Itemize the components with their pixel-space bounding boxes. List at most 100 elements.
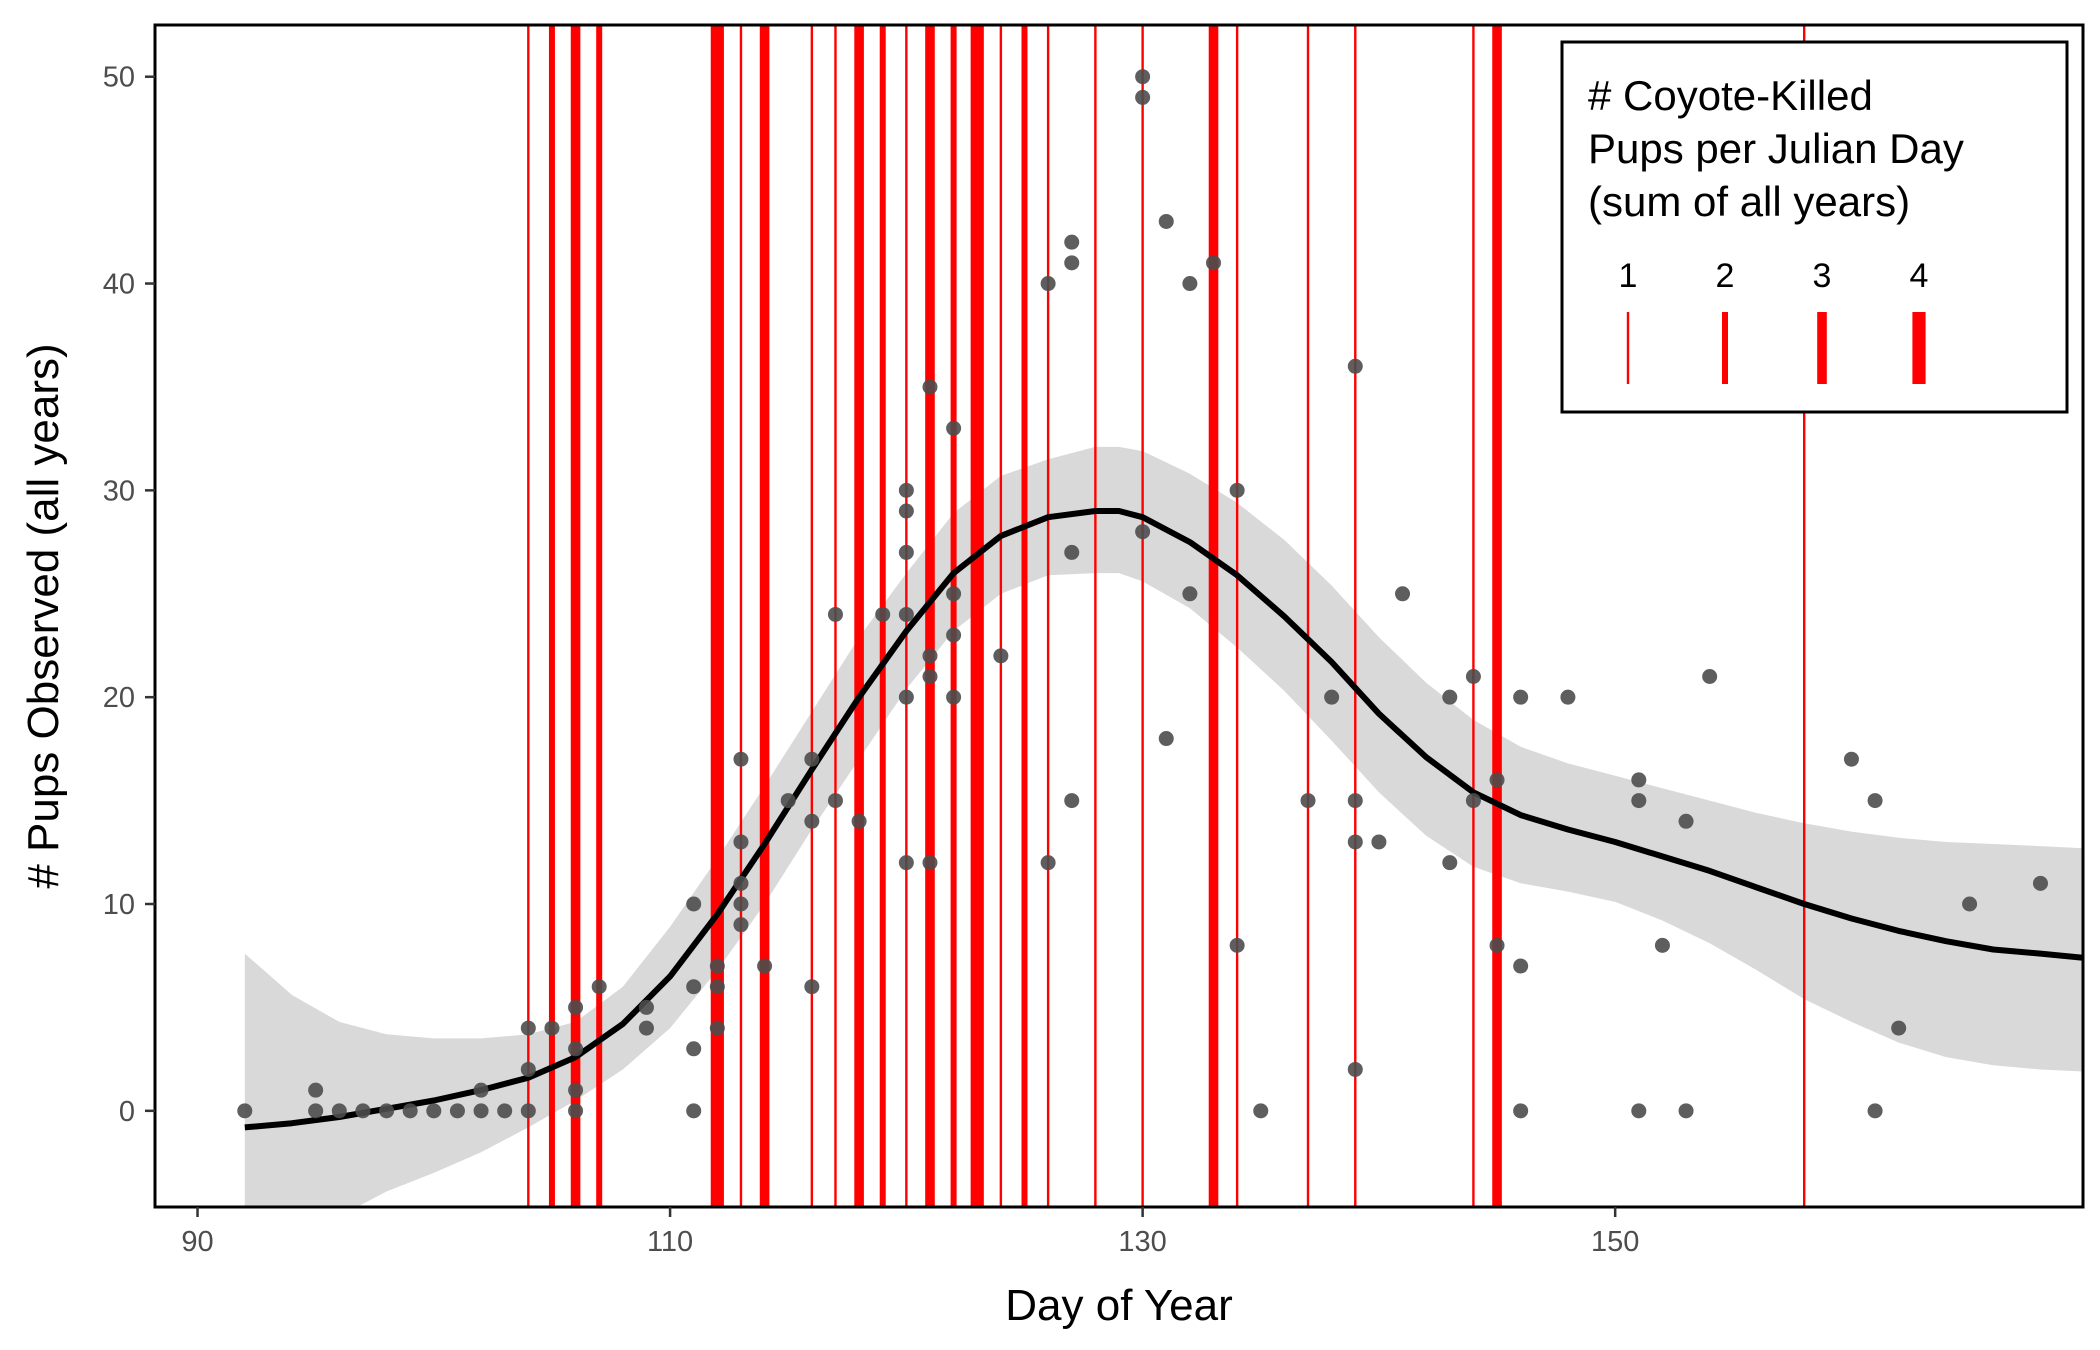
data-point <box>1513 1103 1529 1119</box>
data-point <box>898 606 914 622</box>
x-tick-label: 110 <box>647 1226 693 1258</box>
data-point <box>402 1103 418 1119</box>
data-point <box>922 668 938 684</box>
data-point <box>1631 793 1647 809</box>
data-point <box>1347 1061 1363 1077</box>
y-tick-label: 20 <box>103 682 135 714</box>
data-point <box>520 1103 536 1119</box>
y-axis-title: # Pups Observed (all years) <box>19 343 68 888</box>
data-point <box>1371 834 1387 850</box>
data-point <box>473 1082 489 1098</box>
data-point <box>520 1061 536 1077</box>
data-point <box>875 606 891 622</box>
data-point <box>1513 958 1529 974</box>
x-axis-title: Day of Year <box>1005 1281 1233 1330</box>
data-point <box>733 896 749 912</box>
data-point <box>733 834 749 850</box>
data-point <box>520 1020 536 1036</box>
confidence-band-layer <box>244 446 2083 1207</box>
data-point <box>1513 689 1529 705</box>
data-point <box>2032 875 2048 891</box>
data-point <box>946 627 962 643</box>
y-tick-label: 50 <box>103 62 135 94</box>
data-point <box>355 1103 371 1119</box>
data-point <box>733 917 749 933</box>
data-point <box>1891 1020 1907 1036</box>
data-point <box>1182 586 1198 602</box>
legend-key-label: 2 <box>1716 257 1735 295</box>
data-point <box>922 379 938 395</box>
data-point <box>757 958 773 974</box>
data-point <box>638 999 654 1015</box>
data-point <box>497 1103 513 1119</box>
data-point <box>898 689 914 705</box>
legend-key-label: 1 <box>1619 257 1638 295</box>
data-point <box>993 648 1009 664</box>
data-point <box>638 1020 654 1036</box>
data-point <box>1182 276 1198 292</box>
data-point <box>1489 937 1505 953</box>
data-point <box>827 606 843 622</box>
data-point <box>898 482 914 498</box>
x-tick-label: 90 <box>181 1226 213 1258</box>
data-point <box>922 648 938 664</box>
panel-border <box>153 23 2085 1209</box>
data-point <box>1229 937 1245 953</box>
data-point <box>1135 89 1151 105</box>
data-point <box>1465 793 1481 809</box>
data-point <box>1229 482 1245 498</box>
data-point <box>804 751 820 767</box>
data-point <box>237 1103 253 1119</box>
data-point <box>733 751 749 767</box>
data-point <box>1843 751 1859 767</box>
data-point <box>1064 234 1080 250</box>
data-point <box>568 1041 584 1057</box>
data-point <box>1489 772 1505 788</box>
data-point <box>1135 69 1151 85</box>
data-point <box>686 979 702 995</box>
data-point <box>1962 896 1978 912</box>
y-tick-label: 10 <box>103 889 135 921</box>
data-point <box>827 793 843 809</box>
x-tick-label: 150 <box>1591 1226 1639 1258</box>
data-point <box>568 1082 584 1098</box>
data-point <box>308 1103 324 1119</box>
legend-box <box>1560 40 2069 414</box>
legend-key-label: 3 <box>1813 257 1832 295</box>
data-point <box>473 1103 489 1119</box>
legend-title-line: # Coyote-Killed <box>1588 72 1873 119</box>
data-point <box>1654 937 1670 953</box>
data-point <box>331 1103 347 1119</box>
data-point <box>1135 524 1151 540</box>
legend-title-line: (sum of all years) <box>1588 178 1910 225</box>
data-point <box>1158 213 1174 229</box>
data-point <box>851 813 867 829</box>
data-point <box>379 1103 395 1119</box>
data-point <box>922 855 938 871</box>
data-point <box>804 979 820 995</box>
data-point <box>1206 255 1222 271</box>
data-point <box>1631 772 1647 788</box>
data-point <box>898 855 914 871</box>
y-tick-label: 30 <box>103 475 135 507</box>
legend-title-line: Pups per Julian Day <box>1588 125 1964 172</box>
y-tick-label: 0 <box>119 1096 135 1128</box>
data-point <box>568 999 584 1015</box>
data-point <box>1347 358 1363 374</box>
data-point <box>1040 855 1056 871</box>
data-point <box>1064 544 1080 560</box>
smooth-line <box>244 508 2083 1131</box>
x-tick-label: 130 <box>1118 1226 1166 1258</box>
data-point <box>1395 586 1411 602</box>
data-point <box>1465 668 1481 684</box>
data-point <box>804 813 820 829</box>
data-point <box>426 1103 442 1119</box>
data-point <box>1678 813 1694 829</box>
data-point <box>946 689 962 705</box>
data-point <box>898 503 914 519</box>
data-point <box>1442 855 1458 871</box>
data-point <box>1324 689 1340 705</box>
data-point <box>1631 1103 1647 1119</box>
data-point <box>1442 689 1458 705</box>
